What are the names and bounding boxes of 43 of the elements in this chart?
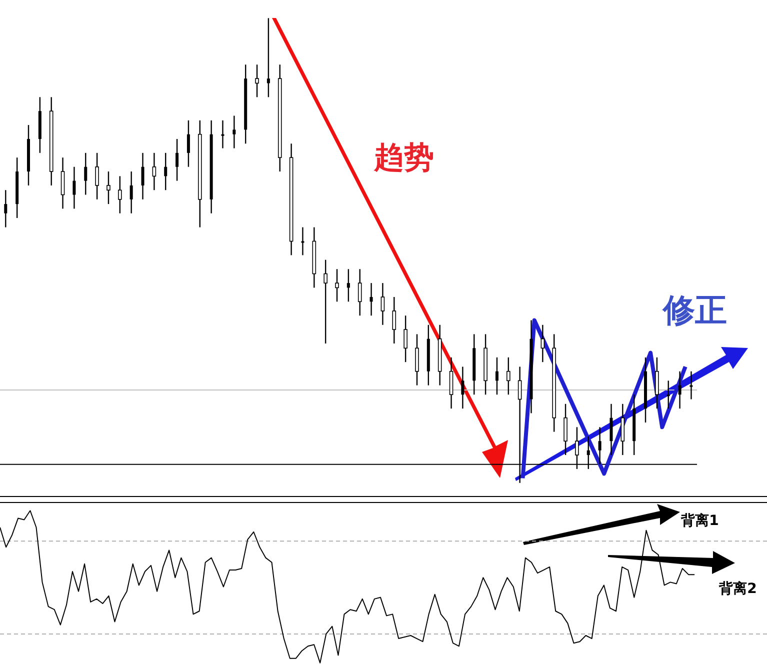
candlestick: [380, 282, 385, 326]
candlestick: [72, 166, 76, 210]
candlestick: [152, 152, 156, 191]
candlestick: [392, 296, 396, 344]
annotation: 修正: [663, 290, 727, 331]
candlestick: [95, 152, 99, 200]
candlestick: [610, 403, 613, 456]
candlestick: [232, 115, 236, 149]
candlestick: [666, 380, 670, 410]
candlestick: [506, 356, 510, 396]
candlestick: [221, 120, 224, 149]
candlestick: [346, 268, 350, 302]
candlestick: [678, 370, 682, 410]
candlestick: [335, 268, 339, 302]
candlestick: [255, 64, 259, 98]
candlestick: [461, 366, 464, 410]
candlestick: [176, 138, 179, 182]
candlestick: [358, 268, 362, 316]
candlestick: [60, 156, 65, 210]
candlestick: [84, 152, 88, 196]
candlestick: [130, 170, 133, 214]
candlestick: [564, 403, 568, 456]
annotation: 趋势: [374, 140, 434, 178]
candlestick: [118, 176, 122, 214]
candlestick: [4, 190, 8, 228]
candlestick: [301, 226, 304, 256]
candlestick: [106, 170, 110, 205]
candlestick: [370, 282, 373, 316]
candlestick: [449, 356, 454, 410]
candlestick: [620, 403, 625, 456]
candlestick: [690, 370, 693, 400]
annotation: 背离2: [719, 580, 757, 598]
candlestick: [655, 356, 659, 410]
candlestick: [164, 152, 168, 191]
candlestick: [324, 259, 328, 344]
candlestick: [186, 120, 190, 168]
candlestick: [495, 356, 498, 396]
candlestick: [415, 334, 419, 386]
candlestick: [540, 324, 545, 363]
candlestick: [141, 152, 144, 200]
candlestick: [266, 18, 270, 98]
annotation: 背离1: [681, 512, 719, 530]
candlestick: [404, 314, 408, 363]
